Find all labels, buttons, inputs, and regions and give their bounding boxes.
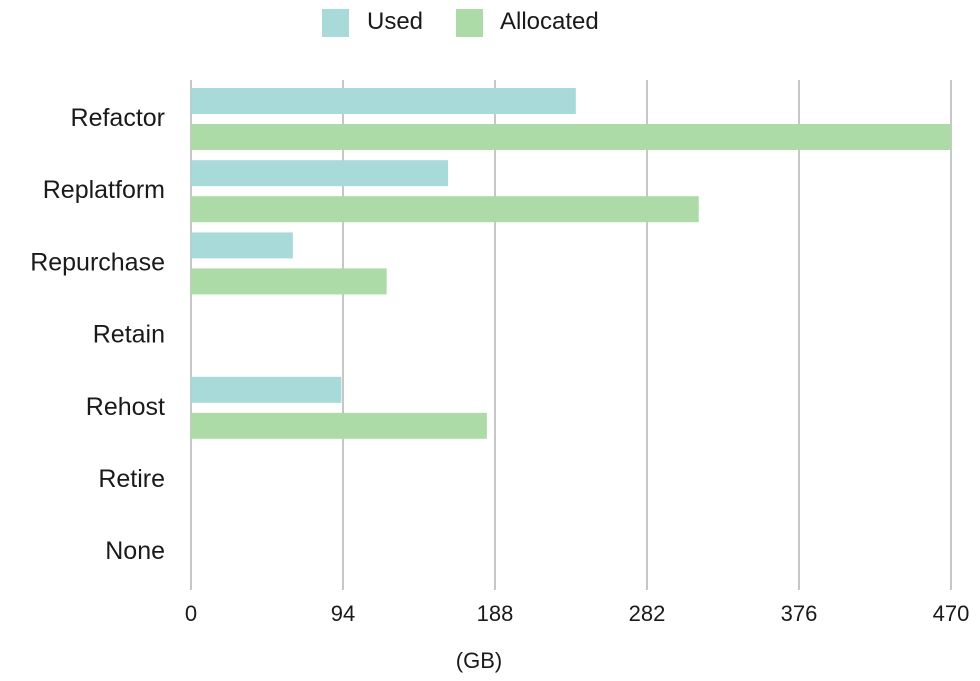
category-labels: Refactor Replatform Repurchase Retain Rehost… xyxy=(30,104,165,565)
bar-allocated-repurchase xyxy=(191,268,387,295)
category-label: Rehost xyxy=(86,393,165,421)
x-tick-labels: 0 94 188 282 376 470 xyxy=(185,601,969,626)
category-label: Retain xyxy=(93,321,165,349)
legend: Used Allocated xyxy=(322,8,599,37)
category-label: Repurchase xyxy=(30,248,165,276)
category-label: None xyxy=(105,537,165,565)
category-label: Retire xyxy=(98,465,165,493)
bar-allocated-replatform xyxy=(191,196,699,223)
bar-used-refactor xyxy=(191,88,576,114)
x-tick-label: 0 xyxy=(185,601,197,626)
legend-label-used: Used xyxy=(367,8,423,35)
x-tick-label: 94 xyxy=(331,601,355,626)
legend-swatch-allocated xyxy=(456,9,483,37)
legend-swatch-used xyxy=(322,9,349,37)
bar-used-replatform xyxy=(191,160,449,187)
bar-allocated-rehost xyxy=(191,412,487,439)
legend-label-allocated: Allocated xyxy=(500,8,599,35)
bar-allocated-refactor xyxy=(191,124,951,150)
category-label: Refactor xyxy=(71,104,165,132)
bar-used-repurchase xyxy=(191,232,293,259)
grid-lines xyxy=(190,80,952,590)
x-tick-label: 188 xyxy=(477,601,514,626)
bars xyxy=(191,88,951,439)
x-tick-label: 282 xyxy=(629,601,666,626)
bar-used-rehost xyxy=(191,376,342,403)
x-tick-label: 376 xyxy=(781,601,818,626)
x-axis-label: (GB) xyxy=(456,648,502,673)
category-label: Replatform xyxy=(43,176,165,204)
x-tick-label: 470 xyxy=(933,601,970,626)
